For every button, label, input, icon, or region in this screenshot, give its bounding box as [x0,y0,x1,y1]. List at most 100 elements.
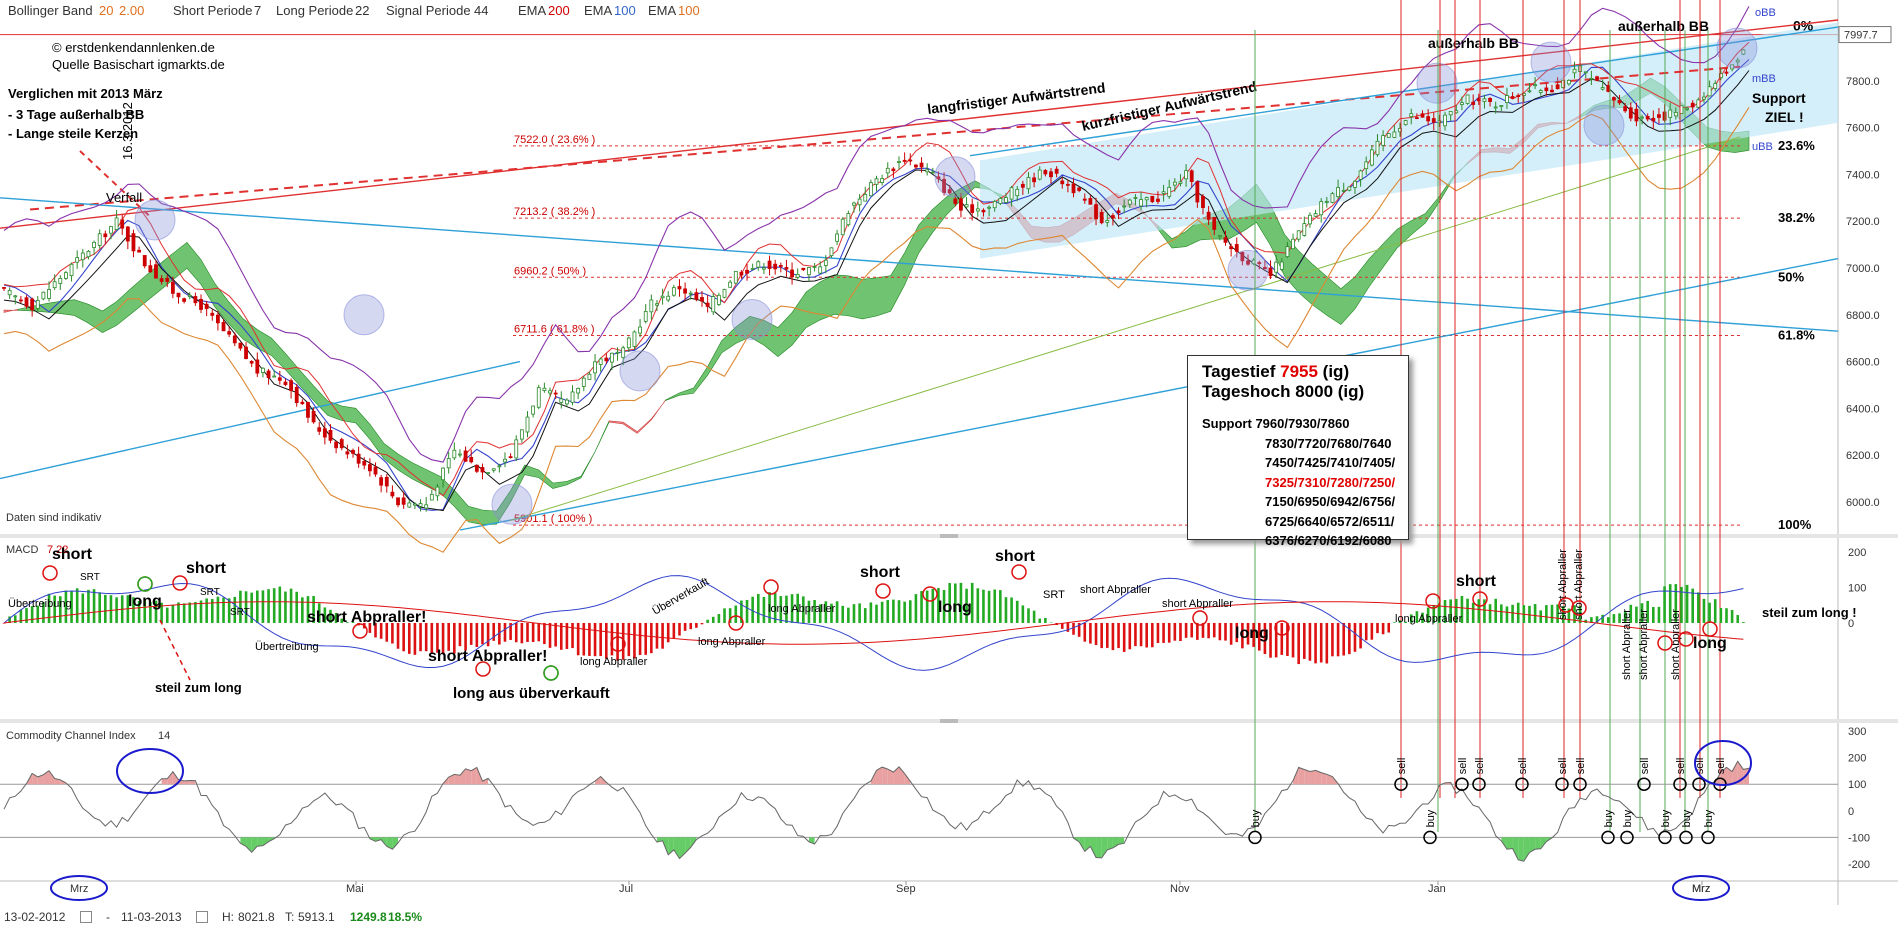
macd-histogram-bar [1038,618,1042,623]
sell-signal-marker [1394,777,1408,791]
candle-body [334,441,339,449]
cci-tick-label: -200 [1848,859,1870,871]
candle-body [345,451,350,455]
date-from[interactable]: 13-02-2012 [4,910,66,924]
candle-body [1369,149,1374,166]
candle-body [1111,215,1115,218]
macd-histogram-bar [329,609,332,623]
candle-body [733,270,738,284]
macd-histogram-bar [1612,614,1616,623]
candle-body [914,164,918,168]
macd-histogram-bar [98,592,101,623]
macd-histogram-bar [424,622,428,652]
buy-signal-marker [1423,830,1437,845]
macd-histogram-bar [576,622,580,656]
macd-histogram-bar [498,622,501,645]
ema2-value: 100 [614,3,636,18]
macd-histogram-bar [1004,597,1008,623]
candle-body [1510,96,1515,99]
note-line-1: Verglichen mit 2013 März [8,86,163,101]
candle-body [1308,214,1312,225]
tageshoch-line: Tageshoch 8000 (ig) [1202,382,1365,401]
indicator-header: Bollinger Band 20 2.00 Short Periode 7 L… [0,0,1898,20]
macd-histogram-bar [317,603,321,623]
candle-body [52,281,57,289]
macd-histogram-bar [1691,588,1695,623]
cci-overbought-fill [1726,767,1733,785]
macd-annotation: steil zum long ! [1762,605,1857,620]
macd-annotation: long [128,593,162,610]
macd-histogram-bar [1184,622,1188,638]
macd-histogram-bar [1229,622,1233,645]
macd-histogram-bar [1134,622,1137,647]
macd-histogram-bar [1100,622,1103,649]
candle-body [840,218,845,236]
macd-histogram-bar [47,593,51,623]
cci-overbought-fill [172,771,179,785]
candle-body [1094,204,1098,220]
macd-histogram-bar [1319,622,1323,663]
candle-body [1167,186,1172,197]
candle-body [1606,85,1611,92]
calendar-to-icon[interactable] [196,911,208,923]
candle-body [1499,105,1504,107]
candle-body [998,198,1003,204]
macd-histogram-bar [413,622,417,655]
macd-histogram-bar [385,622,389,642]
candle-body [1600,87,1605,90]
x-month-label: Nov [1170,883,1190,895]
macd-histogram-bar [908,600,912,623]
macd-histogram-bar [323,607,327,623]
macd-histogram-bar [672,622,676,639]
macd-histogram-bar [1466,598,1469,623]
macd-histogram-bar [132,597,135,623]
macd-arrow [159,619,191,681]
macd-histogram-bar [1438,603,1441,623]
macd-histogram-bar [830,603,833,623]
macd-annotation: SRT [230,607,250,618]
macd-marker-green [137,576,153,592]
price-tick-label: 7200.0 [1846,216,1880,228]
macd-histogram-bar [1646,600,1649,623]
macd-histogram-bar [678,622,681,636]
candle-body [1640,116,1644,119]
macd-histogram-bar [689,622,693,630]
macd-histogram-bar [379,622,383,639]
candle-body [1589,77,1594,80]
cci-oversold-fill [1506,837,1513,850]
macd-histogram-bar [1725,608,1728,623]
macd-histogram-bar [1128,622,1132,650]
candle-body [593,361,597,374]
macd-histogram-bar [1280,622,1284,655]
macd-histogram-bar [1122,622,1126,652]
candle-body [542,387,547,391]
macd-histogram-bar [36,605,40,623]
cci-overbought-fill [465,768,472,785]
ubb-label: uBB [1752,141,1773,153]
candle-body [148,265,153,273]
sell-signal-label: sell [1474,758,1486,775]
macd-annotation: short Abpraller [1621,609,1633,680]
sell-signal-label: sell [1675,758,1687,775]
candle-body [694,292,699,300]
macd-histogram-bar [1376,622,1379,634]
candle-body [362,460,367,466]
range-percent: 18.5% [388,910,423,924]
green-trend-line [509,136,1741,522]
macd-histogram-bar [1618,613,1621,623]
macd-annotation: short [52,546,93,563]
candle-body [24,297,29,307]
macd-annotation: long Abpraller [1395,613,1463,625]
macd-annotation: short [186,560,227,577]
calendar-from-icon[interactable] [80,911,92,923]
date-to[interactable]: 11-03-2013 [121,910,182,924]
macd-histogram-bar [464,622,467,651]
candle-body [75,257,80,263]
candle-body [58,277,63,284]
fib-label: 7522.0 ( 23.6% ) [514,134,595,146]
price-tick-label: 6200.0 [1846,450,1880,462]
macd-histogram-bar [1325,622,1329,664]
candle-body [1403,120,1408,126]
candle-body [125,226,130,242]
macd-histogram-bar [1235,622,1239,643]
